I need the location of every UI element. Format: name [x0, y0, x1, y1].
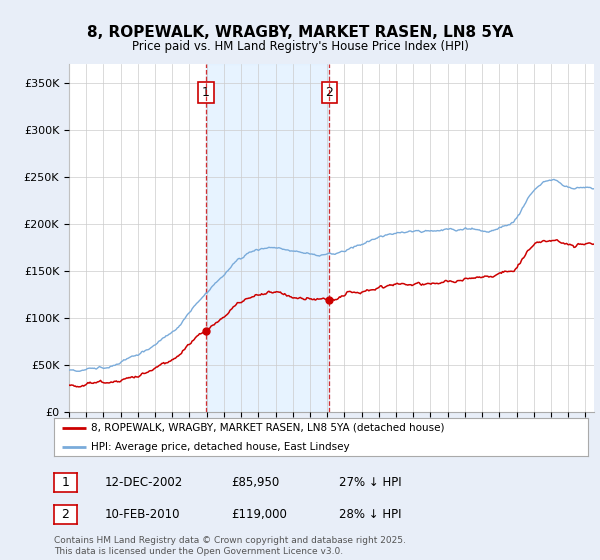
Text: 2: 2	[325, 86, 333, 99]
Text: 27% ↓ HPI: 27% ↓ HPI	[339, 476, 401, 489]
Text: £85,950: £85,950	[231, 476, 279, 489]
Text: 10-FEB-2010: 10-FEB-2010	[105, 507, 181, 521]
Text: 8, ROPEWALK, WRAGBY, MARKET RASEN, LN8 5YA: 8, ROPEWALK, WRAGBY, MARKET RASEN, LN8 5…	[87, 25, 513, 40]
Text: 1: 1	[61, 476, 70, 489]
Bar	[206, 64, 329, 412]
Text: 2: 2	[61, 507, 70, 521]
Text: Contains HM Land Registry data © Crown copyright and database right 2025.
This d: Contains HM Land Registry data © Crown c…	[54, 536, 406, 556]
Text: 1: 1	[202, 86, 210, 99]
Text: £119,000: £119,000	[231, 507, 287, 521]
Text: 12-DEC-2002: 12-DEC-2002	[105, 476, 183, 489]
Text: 8, ROPEWALK, WRAGBY, MARKET RASEN, LN8 5YA (detached house): 8, ROPEWALK, WRAGBY, MARKET RASEN, LN8 5…	[91, 423, 445, 433]
Text: HPI: Average price, detached house, East Lindsey: HPI: Average price, detached house, East…	[91, 442, 350, 452]
Text: Price paid vs. HM Land Registry's House Price Index (HPI): Price paid vs. HM Land Registry's House …	[131, 40, 469, 53]
Text: 28% ↓ HPI: 28% ↓ HPI	[339, 507, 401, 521]
